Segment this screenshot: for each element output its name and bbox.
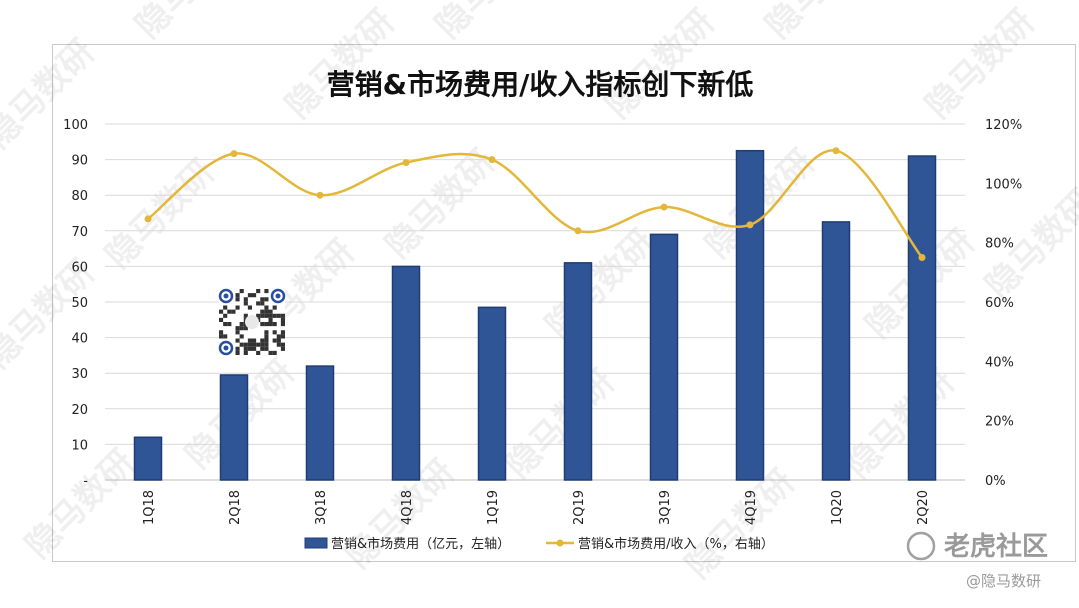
- right-tick-label: 80%: [985, 237, 1014, 252]
- left-tick-label: 80: [71, 189, 88, 204]
- watermark-text: 隐马数研: [278, 2, 402, 126]
- left-tick-label: -: [83, 474, 88, 489]
- left-tick-label: 60: [71, 260, 88, 275]
- line-point: [746, 221, 754, 229]
- series-line: [147, 149, 923, 259]
- line-point: [144, 215, 152, 223]
- line-point: [574, 227, 582, 235]
- handle-text: @隐马数研: [966, 572, 1041, 590]
- x-tick-label: 4Q18: [400, 490, 415, 525]
- legend-bar-swatch: [304, 537, 328, 549]
- community-name: 老虎社区: [944, 531, 1048, 562]
- tiger-logo-icon: [906, 531, 936, 561]
- line-point: [402, 159, 410, 167]
- bar: [649, 233, 679, 481]
- bar: [735, 149, 765, 481]
- bar: [563, 262, 593, 481]
- line-point: [230, 150, 238, 158]
- bar: [305, 365, 335, 481]
- x-axis-ticks: 1Q18 2Q18 3Q18 4Q18 1Q19 2Q19 3Q19 4Q19 1Q20 2Q20: [142, 490, 931, 525]
- left-tick-label: 20: [71, 403, 88, 418]
- watermark-text: 隐马数研: [538, 222, 662, 346]
- right-tick-label: 120%: [985, 118, 1022, 133]
- watermark-text: 隐马数研: [428, 0, 552, 46]
- right-tick-label: 100%: [985, 177, 1022, 192]
- x-tick-label: 1Q20: [830, 490, 845, 525]
- left-tick-label: 10: [71, 438, 88, 453]
- line-point: [660, 203, 668, 211]
- watermark-text: 隐马数研: [498, 362, 622, 486]
- left-tick-label: 70: [71, 225, 88, 240]
- line-point: [488, 156, 496, 164]
- x-tick-label: 3Q19: [658, 490, 673, 525]
- watermark-text: 隐马数研: [918, 2, 1042, 126]
- x-tick-label: 1Q19: [486, 490, 501, 525]
- left-axis-ticks: - 10 20 30 40 50 60 70 80 90 100: [63, 118, 88, 489]
- left-tick-label: 90: [71, 154, 88, 169]
- right-tick-label: 0%: [985, 474, 1006, 489]
- x-tick-label: 2Q18: [228, 490, 243, 525]
- watermark-text: 隐马数研: [758, 0, 882, 46]
- line-series: [144, 147, 926, 261]
- right-axis-ticks: 0% 20% 40% 60% 80% 100% 120%: [985, 118, 1022, 489]
- x-tick-label: 4Q19: [744, 490, 759, 525]
- chart-title: 营销&市场费用/收入指标创下新低: [327, 68, 754, 101]
- line-point: [832, 147, 840, 155]
- legend: 营销&市场费用（亿元，左轴） 营销&市场费用/收入（%，右轴）: [304, 536, 774, 552]
- watermark-text: 隐马数研: [18, 442, 142, 566]
- legend-bar-label: 营销&市场费用（亿元，左轴）: [331, 536, 510, 552]
- watermark-text: 隐马数研: [598, 2, 722, 126]
- left-tick-label: 100: [63, 118, 88, 133]
- bar: [477, 306, 507, 481]
- line-point: [918, 254, 926, 261]
- bar: [907, 155, 937, 481]
- x-tick-label: 2Q20: [916, 490, 931, 525]
- right-tick-label: 60%: [985, 296, 1014, 311]
- left-tick-label: 50: [71, 296, 88, 311]
- bar-series: [133, 149, 937, 481]
- legend-line-marker: [556, 539, 564, 547]
- line-point: [316, 191, 324, 199]
- x-tick-label: 3Q18: [314, 490, 329, 525]
- bar: [391, 265, 421, 481]
- right-tick-label: 20%: [985, 415, 1014, 430]
- right-tick-label: 40%: [985, 355, 1014, 370]
- watermark-text: 隐马数研: [0, 32, 103, 156]
- watermark-text: 隐马数研: [838, 362, 962, 486]
- watermark-text: 隐马数研: [128, 0, 252, 46]
- watermark-text: 隐马数研: [98, 152, 222, 276]
- left-tick-label: 40: [71, 332, 88, 347]
- bar: [219, 374, 249, 481]
- left-tick-label: 30: [71, 367, 88, 382]
- bar: [821, 221, 851, 481]
- x-tick-label: 1Q18: [142, 490, 157, 525]
- qr-code-icon: [218, 288, 286, 356]
- bar: [133, 436, 163, 481]
- legend-line-label: 营销&市场费用/收入（%，右轴）: [578, 536, 774, 552]
- community-logo: 老虎社区 @隐马数研: [906, 531, 1048, 590]
- watermark-text: 隐马数研: [378, 142, 502, 266]
- x-tick-label: 2Q19: [572, 490, 587, 525]
